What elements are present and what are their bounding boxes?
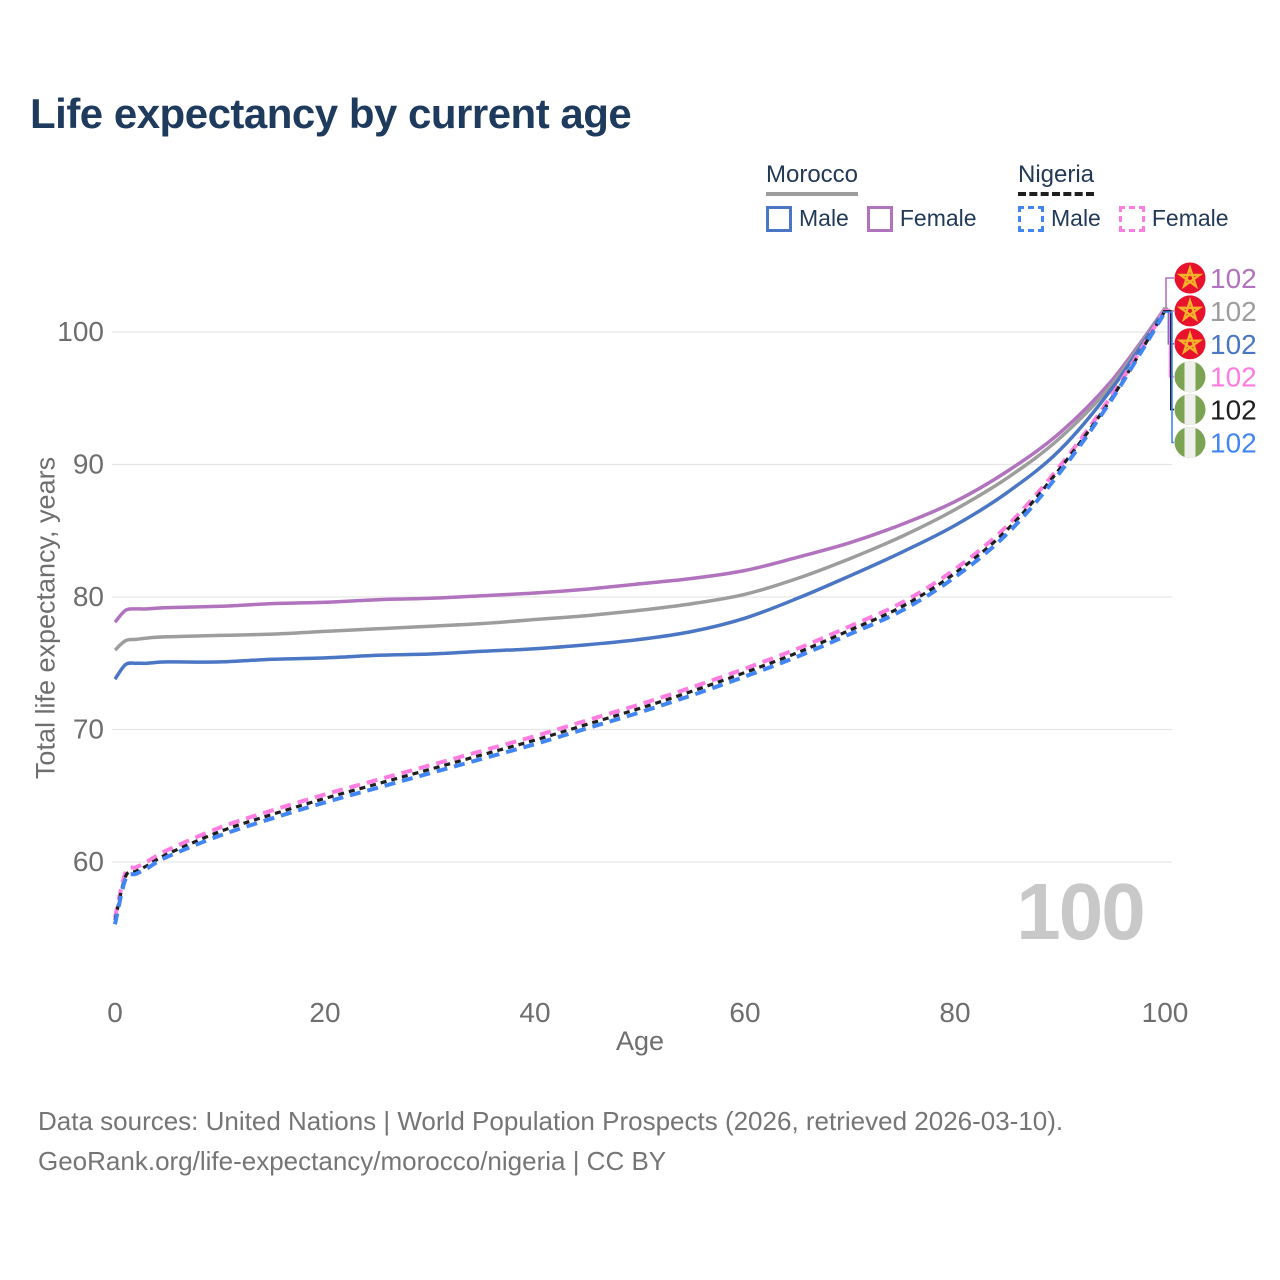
nigeria-flag-icon [1174,361,1206,393]
legend-item-morocco-female[interactable]: Female [866,205,977,232]
y-tick-label: 80 [73,581,104,612]
nigeria-flag-icon [1174,427,1206,458]
series-line-nigeria-male [113,311,1167,925]
x-tick-label: 100 [1142,997,1189,1028]
morocco-flag-icon [1174,295,1206,327]
end-value-label-morocco-male: 102 [1210,329,1257,360]
footer-data-sources: Data sources: United Nations | World Pop… [38,1106,1064,1136]
y-tick-label: 60 [73,846,104,877]
legend-item-nigeria-female[interactable]: Female [1118,205,1229,232]
x-tick-label: 40 [519,997,550,1028]
legend-item-morocco-male[interactable]: Male [766,205,849,232]
end-value-label-morocco-female: 102 [1210,263,1257,294]
legend-group-nigeria: Nigeria Male Female [1018,161,1229,232]
series-line-morocco-both-sexes [113,307,1167,652]
page-title: Life expectancy by current age [30,90,632,137]
legend-country-morocco[interactable]: Morocco [766,161,859,196]
legend-label-morocco-female: Female [899,205,977,231]
x-axis-title: Age [615,1026,665,1056]
legend-country-nigeria[interactable]: Nigeria [1018,161,1095,196]
end-value-label-morocco-both-sexes: 102 [1210,296,1257,327]
morocco-flag-icon [1174,328,1206,360]
series-line-morocco-female [113,307,1167,624]
x-tick-label: 20 [309,997,340,1028]
y-tick-label: 100 [57,316,104,347]
end-value-label-nigeria-male: 102 [1210,428,1257,459]
x-tick-label: 80 [939,997,970,1028]
y-tick-label: 70 [73,714,104,745]
nigeria-flag-icon [1174,394,1206,426]
end-value-label-nigeria-both-sexes: 102 [1210,395,1257,426]
legend-label-morocco-male: Male [799,205,849,231]
morocco-flag-icon [1174,262,1206,294]
nigeria-male-swatch-icon [1018,205,1044,232]
end-value-label-nigeria-female: 102 [1210,362,1257,393]
y-tick-label: 90 [73,449,104,480]
end-label-connector [1163,311,1174,444]
morocco-female-swatch-icon [866,205,893,232]
legend-item-nigeria-male[interactable]: Male [1018,205,1101,232]
legend-label-nigeria-male: Male [1051,205,1101,231]
morocco-male-swatch-icon [766,205,792,232]
nigeria-female-swatch-icon [1118,205,1145,232]
legend-row-morocco: Male Female [766,205,977,232]
series-line-nigeria-female [113,308,1167,919]
legend-row-nigeria: Male Female [1018,205,1229,232]
end-label-connector [1163,277,1174,309]
x-tick-label: 60 [729,997,760,1028]
legend-label-nigeria-female: Female [1151,205,1229,231]
y-axis-title: Total life expectancy, years [30,456,61,780]
series-line-nigeria-both-sexes [113,309,1167,921]
footer-attribution: GeoRank.org/life-expectancy/morocco/nige… [38,1146,667,1176]
series-line-morocco-male [113,308,1167,681]
x-tick-label: 0 [107,997,123,1028]
watermark-age-readout: 100 [1016,867,1145,956]
legend-group-morocco: Morocco Male Female [766,161,977,232]
